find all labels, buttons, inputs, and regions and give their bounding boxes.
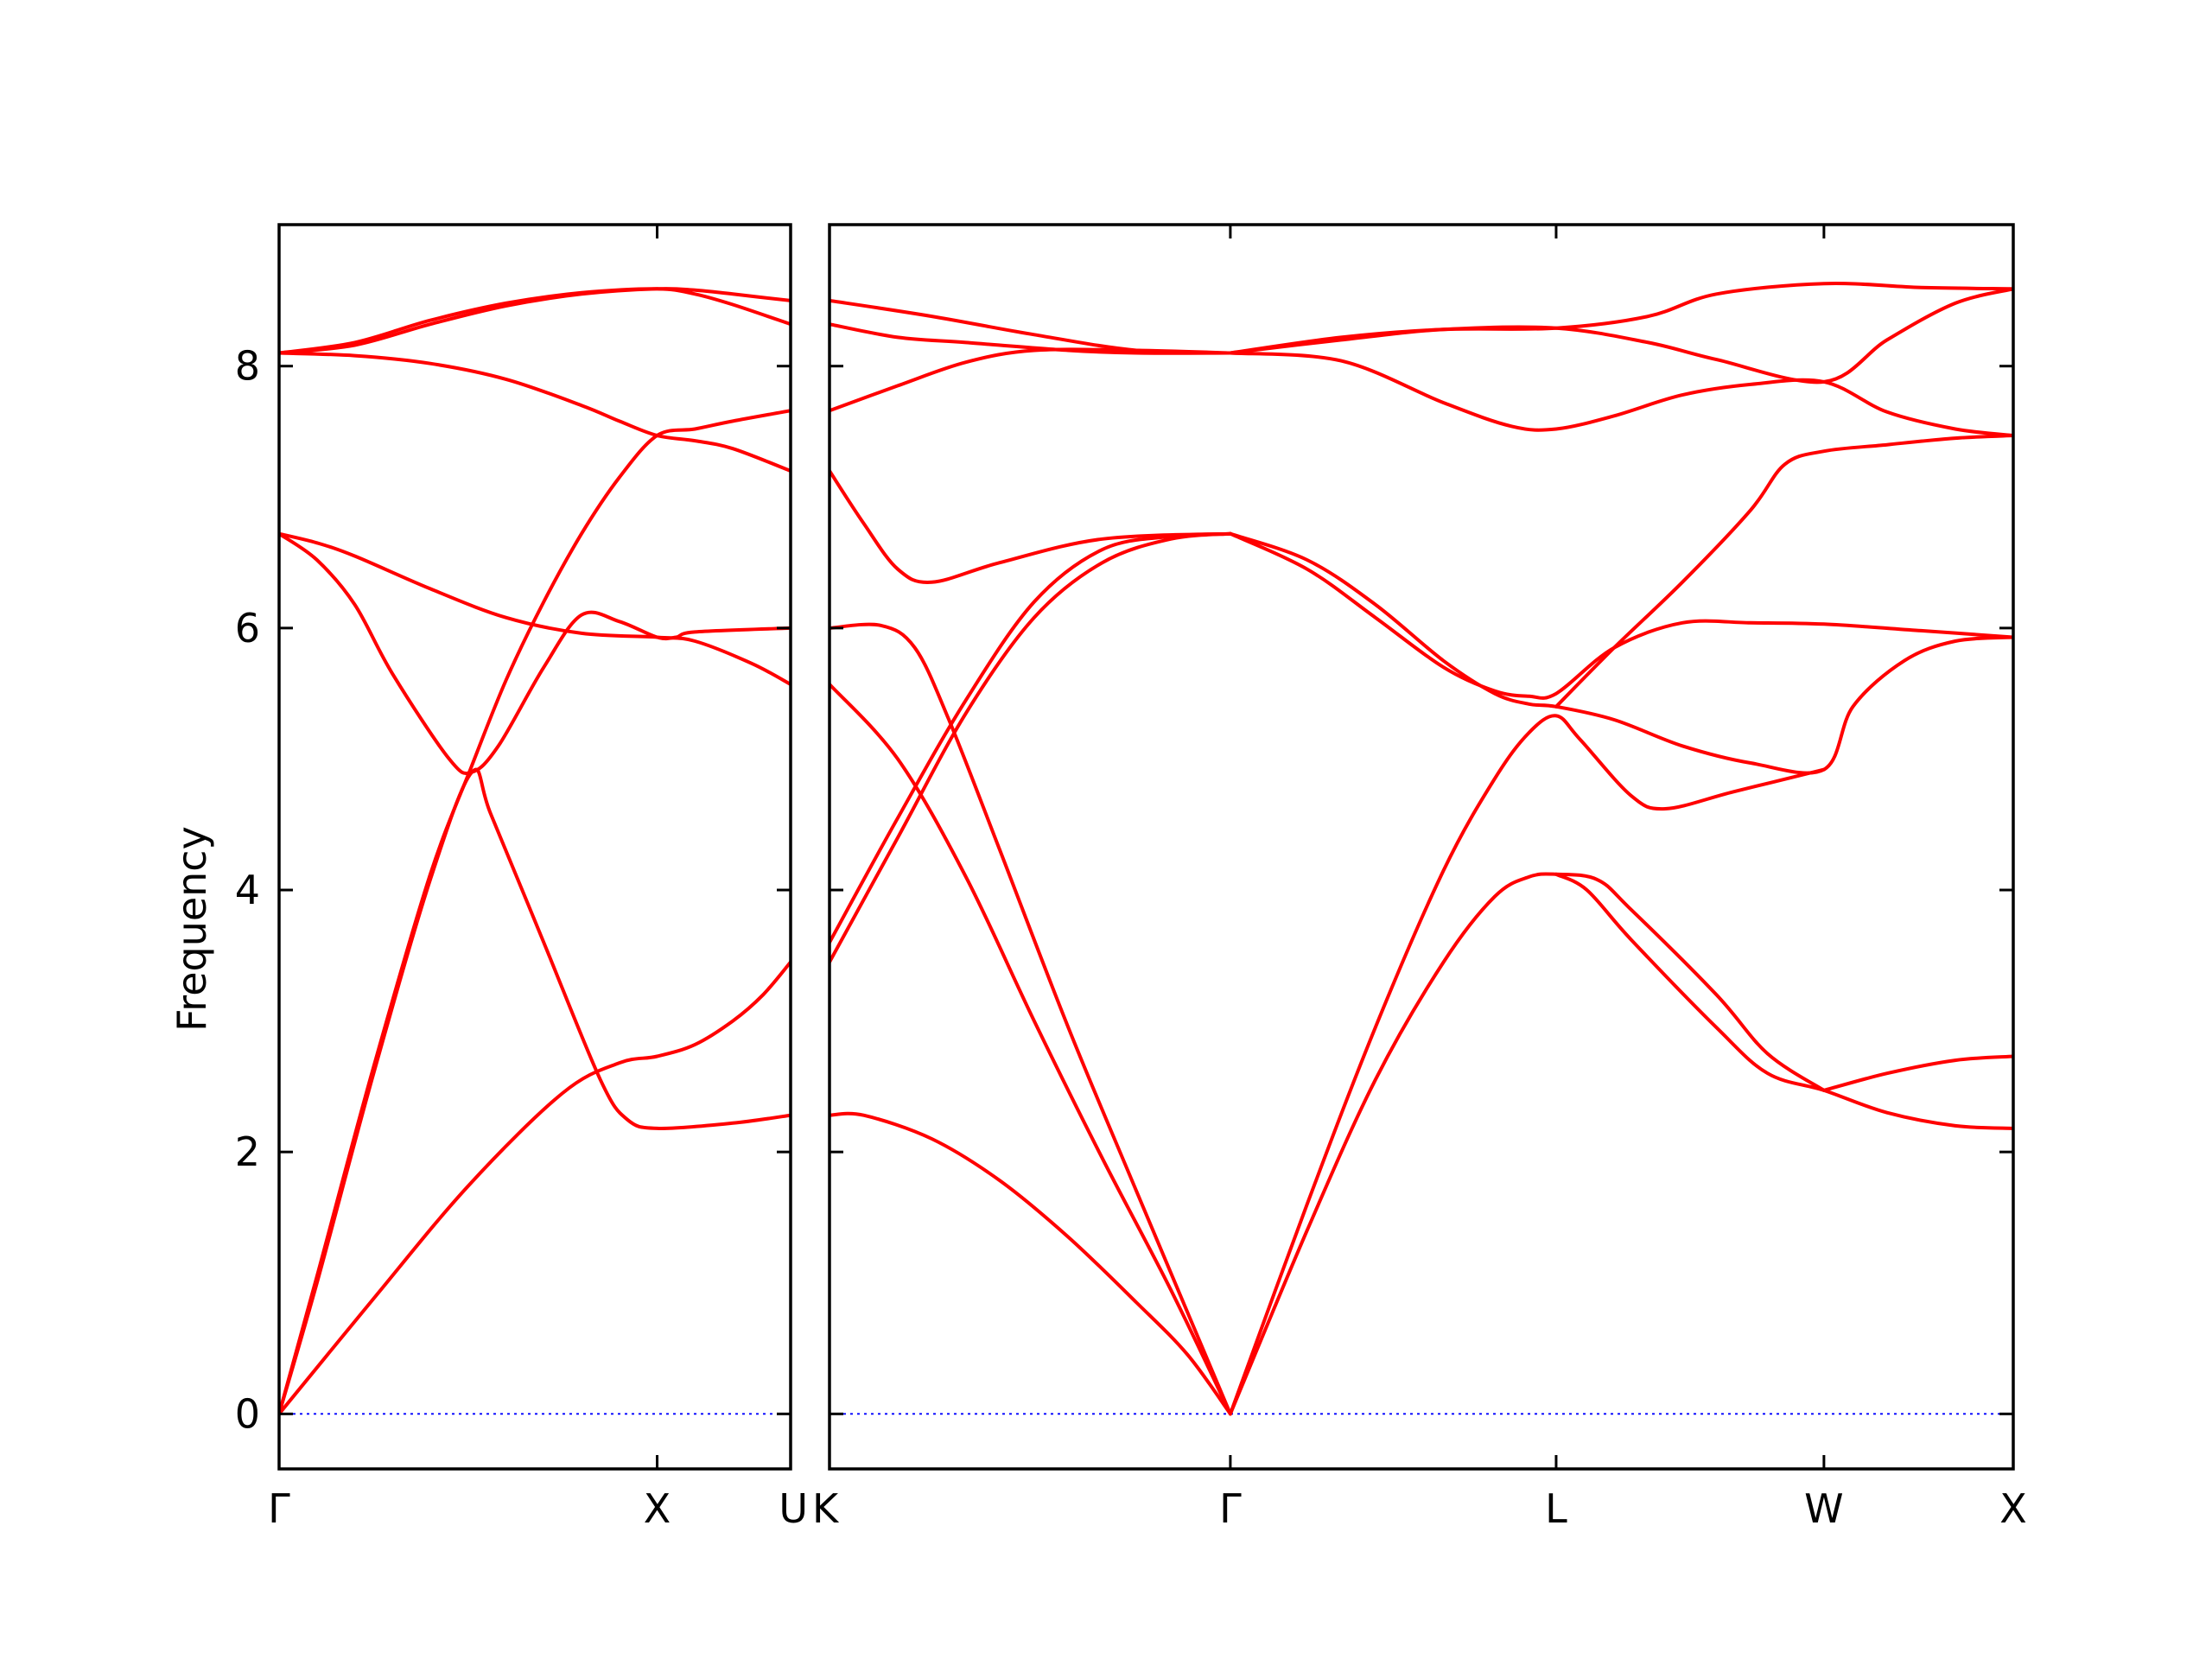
band-line-6 [279, 351, 791, 473]
plot-frame [277, 223, 792, 1471]
band-line-2 [830, 531, 1232, 964]
band-line-1 [279, 960, 791, 1416]
x-tick-label: Γ [1219, 1485, 1242, 1532]
band-line-14 [1228, 531, 2013, 775]
y-tick-label: 2 [235, 1128, 260, 1175]
band-line-2 [279, 767, 791, 1416]
x-tick-label: X [644, 1485, 671, 1532]
band-line-11 [1228, 872, 1826, 1416]
band-line-15 [1228, 531, 2013, 700]
band-line-5 [279, 531, 791, 686]
x-tick-label: X [1999, 1485, 2027, 1532]
x-tick-label: Γ [268, 1485, 290, 1532]
y-tick-label: 0 [235, 1390, 260, 1437]
panel-1: 0 2 4 6 8 Γ X U [235, 223, 808, 1532]
band-line-3 [279, 409, 791, 1416]
band-line-8 [279, 287, 791, 355]
x-tick-label: L [1545, 1485, 1567, 1532]
x-tick-label: W [1804, 1485, 1843, 1532]
band-line-10 [1228, 714, 1826, 1416]
band-line-12 [1554, 872, 2013, 1130]
y-tick-label: 8 [235, 343, 260, 390]
x-tick-label: K [812, 1485, 840, 1532]
band-line-4 [279, 531, 791, 775]
y-tick-label: 4 [235, 867, 260, 913]
band-line-7 [830, 347, 1232, 413]
band-lines [279, 287, 791, 1416]
plot-panels: 0 2 4 6 8 Γ X U K Γ L W X [235, 223, 2027, 1532]
band-line-9 [830, 298, 1232, 355]
y-tick-label: 6 [235, 605, 260, 652]
band-line-8 [830, 322, 1232, 355]
band-line-3 [830, 531, 1232, 944]
band-line-17 [1228, 351, 2013, 437]
y-axis-label: Frequency [168, 826, 215, 1032]
band-line-1 [830, 1111, 1232, 1416]
band-line-4 [830, 683, 1232, 1416]
band-line-18 [1228, 287, 2013, 385]
band-line-16 [1554, 434, 2013, 709]
band-line-13 [1821, 1054, 2013, 1092]
band-line-6 [830, 469, 1232, 584]
band-lines [830, 281, 2013, 1416]
x-tick-label: U [779, 1485, 808, 1532]
plot-frame [828, 223, 2015, 1471]
band-line-19 [1228, 281, 2013, 355]
band-line-5 [830, 622, 1232, 1416]
